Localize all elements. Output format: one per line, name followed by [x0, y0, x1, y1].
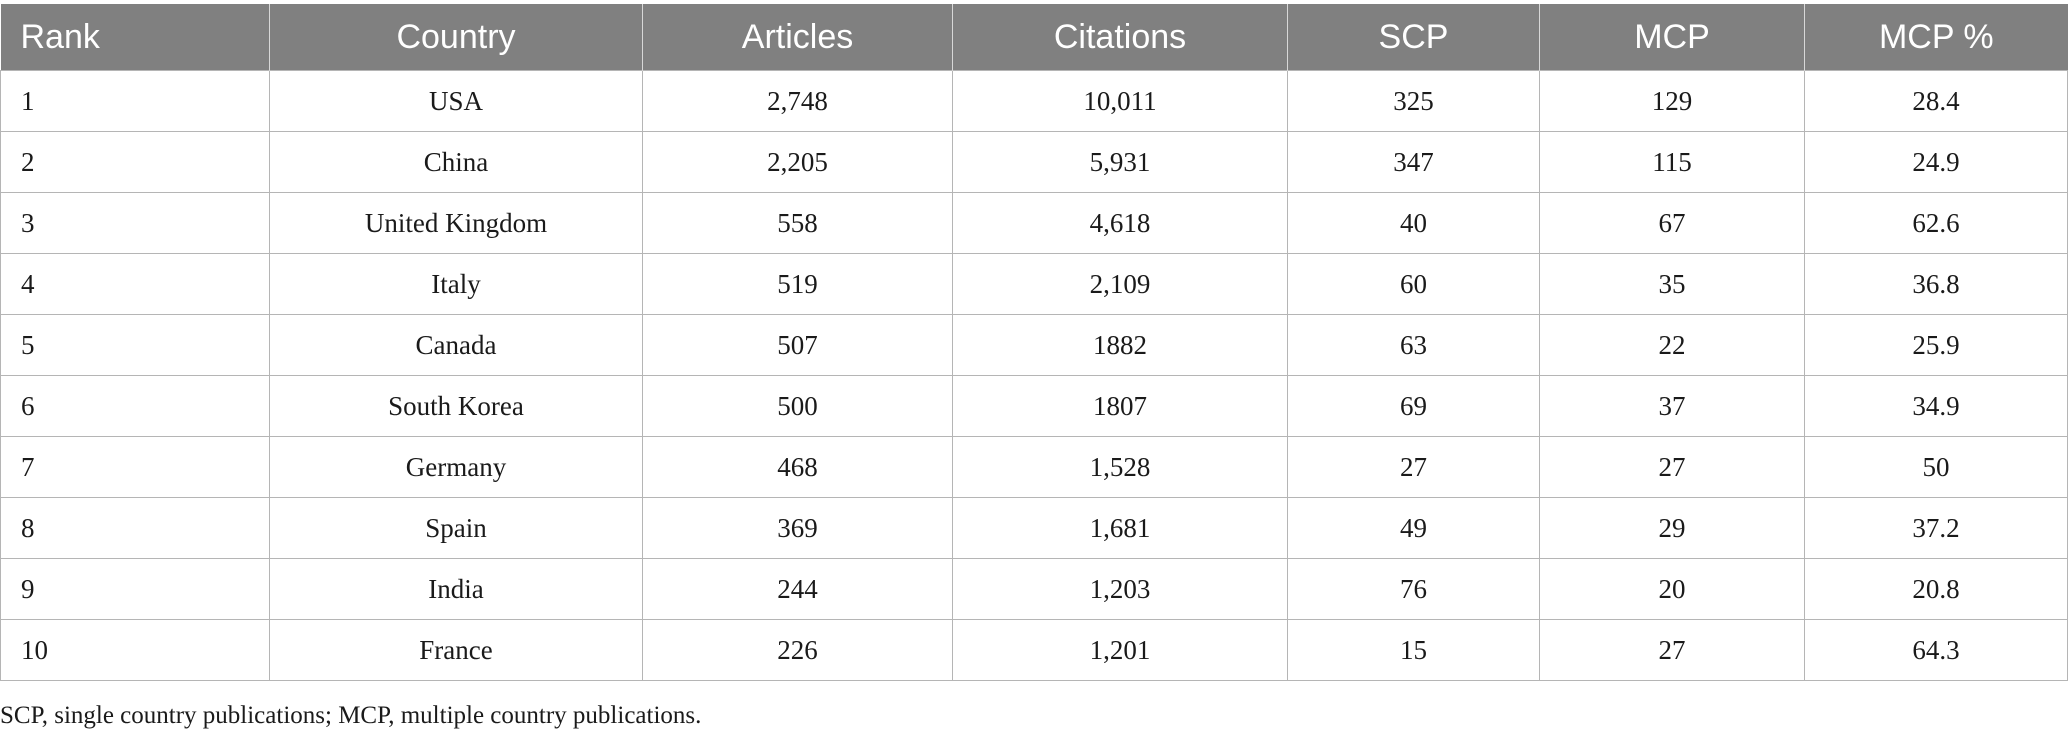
table-footnote: SCP, single country publications; MCP, m… [0, 702, 702, 729]
table-row: 2 China 2,205 5,931 347 115 24.9 [0, 131, 2068, 193]
header-citations: Citations [952, 4, 1288, 71]
cell-citations: 1,528 [952, 436, 1288, 498]
cell-rank: 4 [0, 253, 270, 315]
cell-mcp: 22 [1539, 314, 1805, 376]
cell-country: India [269, 558, 643, 620]
table-body: 1 USA 2,748 10,011 325 129 28.4 2 China 2,205 5,93… [0, 70, 2068, 681]
header-mcp: MCP [1539, 4, 1805, 71]
cell-articles: 500 [642, 375, 953, 437]
header-rank: Rank [0, 4, 270, 71]
cell-citations: 1882 [952, 314, 1288, 376]
cell-country: France [269, 619, 643, 681]
cell-mcp-percent: 34.9 [1804, 375, 2068, 437]
cell-articles: 369 [642, 497, 953, 559]
cell-articles: 226 [642, 619, 953, 681]
cell-articles: 558 [642, 192, 953, 254]
cell-citations: 10,011 [952, 70, 1288, 132]
cell-mcp-percent: 36.8 [1804, 253, 2068, 315]
cell-rank: 6 [0, 375, 270, 437]
table-row: 9 India 244 1,203 76 20 20.8 [0, 558, 2068, 620]
cell-articles: 2,748 [642, 70, 953, 132]
table-row: 4 Italy 519 2,109 60 35 36.8 [0, 253, 2068, 315]
cell-citations: 1807 [952, 375, 1288, 437]
cell-mcp-percent: 62.6 [1804, 192, 2068, 254]
cell-mcp: 20 [1539, 558, 1805, 620]
cell-citations: 1,681 [952, 497, 1288, 559]
cell-citations: 5,931 [952, 131, 1288, 193]
table-row: 8 Spain 369 1,681 49 29 37.2 [0, 497, 2068, 559]
cell-scp: 69 [1287, 375, 1540, 437]
cell-country: South Korea [269, 375, 643, 437]
cell-mcp-percent: 64.3 [1804, 619, 2068, 681]
country-table-container: Rank Country Articles Citations SCP MCP … [0, 4, 2068, 681]
cell-country: Germany [269, 436, 643, 498]
cell-mcp: 67 [1539, 192, 1805, 254]
cell-citations: 4,618 [952, 192, 1288, 254]
cell-articles: 507 [642, 314, 953, 376]
cell-mcp: 115 [1539, 131, 1805, 193]
cell-scp: 27 [1287, 436, 1540, 498]
cell-country: Spain [269, 497, 643, 559]
cell-scp: 325 [1287, 70, 1540, 132]
table-row: 10 France 226 1,201 15 27 64.3 [0, 619, 2068, 681]
cell-mcp: 27 [1539, 436, 1805, 498]
header-row: Rank Country Articles Citations SCP MCP … [0, 4, 2068, 71]
table-row: 5 Canada 507 1882 63 22 25.9 [0, 314, 2068, 376]
cell-rank: 1 [0, 70, 270, 132]
cell-citations: 1,203 [952, 558, 1288, 620]
cell-mcp-percent: 37.2 [1804, 497, 2068, 559]
country-publications-table: Rank Country Articles Citations SCP MCP … [0, 4, 2068, 681]
cell-mcp-percent: 20.8 [1804, 558, 2068, 620]
cell-rank: 3 [0, 192, 270, 254]
cell-articles: 2,205 [642, 131, 953, 193]
cell-country: United Kingdom [269, 192, 643, 254]
cell-country: Canada [269, 314, 643, 376]
cell-mcp-percent: 25.9 [1804, 314, 2068, 376]
cell-scp: 40 [1287, 192, 1540, 254]
header-articles: Articles [642, 4, 953, 71]
cell-country: Italy [269, 253, 643, 315]
cell-mcp-percent: 50 [1804, 436, 2068, 498]
cell-country: China [269, 131, 643, 193]
cell-scp: 15 [1287, 619, 1540, 681]
cell-mcp: 37 [1539, 375, 1805, 437]
table-row: 7 Germany 468 1,528 27 27 50 [0, 436, 2068, 498]
cell-rank: 5 [0, 314, 270, 376]
cell-rank: 9 [0, 558, 270, 620]
table-row: 3 United Kingdom 558 4,618 40 67 62.6 [0, 192, 2068, 254]
cell-scp: 347 [1287, 131, 1540, 193]
cell-mcp-percent: 28.4 [1804, 70, 2068, 132]
cell-rank: 7 [0, 436, 270, 498]
cell-rank: 2 [0, 131, 270, 193]
cell-scp: 76 [1287, 558, 1540, 620]
header-mcp-percent: MCP % [1804, 4, 2068, 71]
cell-rank: 8 [0, 497, 270, 559]
cell-articles: 244 [642, 558, 953, 620]
cell-mcp: 129 [1539, 70, 1805, 132]
cell-citations: 2,109 [952, 253, 1288, 315]
table-header: Rank Country Articles Citations SCP MCP … [0, 4, 2068, 71]
cell-mcp-percent: 24.9 [1804, 131, 2068, 193]
cell-scp: 49 [1287, 497, 1540, 559]
cell-mcp: 35 [1539, 253, 1805, 315]
cell-mcp: 29 [1539, 497, 1805, 559]
table-row: 1 USA 2,748 10,011 325 129 28.4 [0, 70, 2068, 132]
cell-country: USA [269, 70, 643, 132]
cell-citations: 1,201 [952, 619, 1288, 681]
cell-articles: 519 [642, 253, 953, 315]
cell-articles: 468 [642, 436, 953, 498]
cell-rank: 10 [0, 619, 270, 681]
header-scp: SCP [1287, 4, 1540, 71]
header-country: Country [269, 4, 643, 71]
table-row: 6 South Korea 500 1807 69 37 34.9 [0, 375, 2068, 437]
cell-scp: 60 [1287, 253, 1540, 315]
cell-mcp: 27 [1539, 619, 1805, 681]
cell-scp: 63 [1287, 314, 1540, 376]
